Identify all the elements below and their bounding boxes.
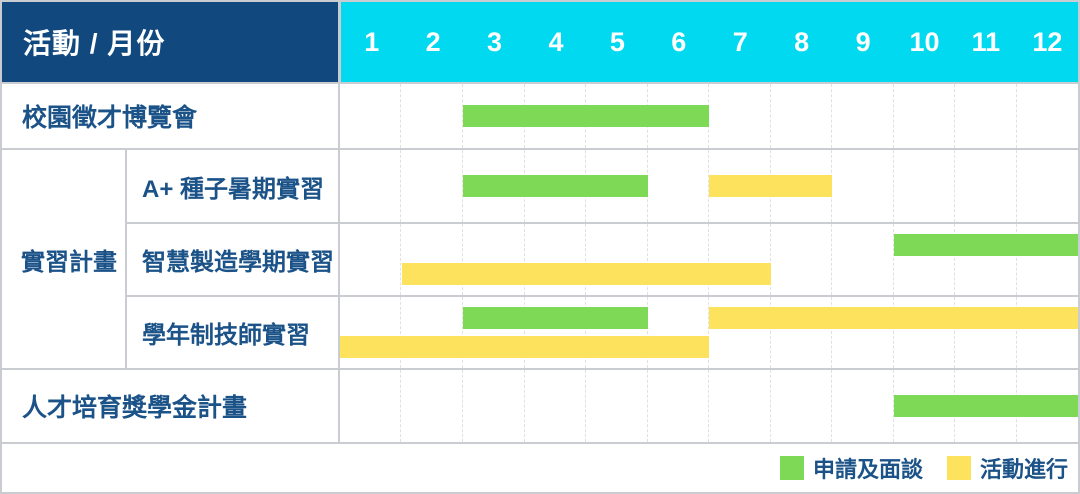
month-gridline [584,224,586,295]
gantt-bar-ongoing [340,336,709,358]
month-gridline [523,224,525,295]
group-label-internship-program: 實習計畫 [2,148,125,368]
month-label-7: 7 [732,26,748,57]
month-gridline [646,297,648,368]
month-label-10: 10 [909,26,940,57]
month-gridline [954,150,955,222]
month-gridline [954,224,955,295]
gantt-bar-apply [893,234,1078,256]
month-label-5: 5 [609,26,625,57]
month-gridline [584,297,586,368]
month-gridline [708,297,709,368]
month-gridline [461,370,463,442]
chart-row-campus-job-fair [338,82,1078,148]
month-gridline [954,297,955,368]
month-gridline [400,84,402,148]
month-label-1: 1 [364,26,380,57]
month-gridline [708,150,709,222]
legend-label-apply: 申請及面談 [812,457,923,482]
month-gridline [892,84,894,148]
month-label-4: 4 [548,26,564,57]
month-gridline [769,84,771,148]
corner-header: 活動 / 月份 [2,2,338,82]
month-gridline [892,150,894,222]
month-header: 1 2 3 4 5 6 7 8 9 10 11 12 [338,2,1078,82]
month-gridline [461,150,463,222]
month-gridline [892,297,894,368]
month-gridline [523,370,525,442]
month-gridline [708,370,709,442]
row-label-smart-manufacturing-semester-internship: 智慧製造學期實習 [125,222,338,295]
month-gridline [769,370,771,442]
month-gridline [461,84,463,148]
legend: 申請及面談 活動進行 [2,442,1078,492]
month-gridline [830,297,832,368]
ongoing-color-swatch [946,456,971,480]
gantt-bar-apply [893,395,1078,417]
apply-color-swatch [779,456,804,480]
gantt-bar-ongoing [401,263,771,285]
legend-item-apply: 申請及面談 [779,452,923,484]
month-gridline [1015,224,1017,295]
month-gridline [646,370,648,442]
month-gridline [892,224,894,295]
month-gridline [646,224,648,295]
chart-row-academic-year-technician-internship [338,295,1078,368]
month-gridline [584,370,586,442]
month-gridline [400,224,402,295]
gantt-bar-apply [463,307,648,329]
month-label-9: 9 [855,26,871,57]
month-gridline [1015,84,1017,148]
gantt-bar-apply [463,175,648,197]
month-gridline [708,224,709,295]
month-gridline [830,370,832,442]
month-gridline [769,224,771,295]
month-gridline [954,84,955,148]
month-gridline [1015,150,1017,222]
month-label-2: 2 [425,26,441,57]
month-gridline [400,150,402,222]
month-label-3: 3 [487,26,503,57]
row-label-campus-job-fair: 校園徵才博覽會 [2,82,338,148]
month-gridline [830,224,832,295]
month-label-11: 11 [971,26,1001,57]
row-label-academic-year-technician-internship: 學年制技師實習 [125,295,338,368]
month-gridline [1015,297,1017,368]
legend-item-ongoing: 活動進行 [946,452,1068,484]
chart-row-talent-scholarship-program [338,368,1078,442]
gantt-bar-ongoing [709,175,832,197]
row-label-aplus-seed-summer-internship: A+ 種子暑期實習 [125,148,338,222]
legend-label-ongoing: 活動進行 [979,457,1068,482]
month-gridline [830,84,832,148]
month-gridline [769,297,771,368]
month-gridline [523,297,525,368]
month-gridline [892,370,894,442]
month-label-6: 6 [671,26,687,57]
chart-row-smart-manufacturing-semester-internship [338,222,1078,295]
gantt-bar-ongoing [709,307,1078,329]
month-gridline [461,297,463,368]
chart-row-aplus-seed-summer-internship [338,148,1078,222]
month-gridline [400,370,402,442]
month-gridline [461,224,463,295]
row-label-talent-scholarship-program: 人才培育獎學金計畫 [2,368,338,442]
gantt-bar-apply [463,105,709,127]
month-gridline [400,297,402,368]
month-label-8: 8 [794,26,810,57]
month-label-12: 12 [1032,26,1063,57]
